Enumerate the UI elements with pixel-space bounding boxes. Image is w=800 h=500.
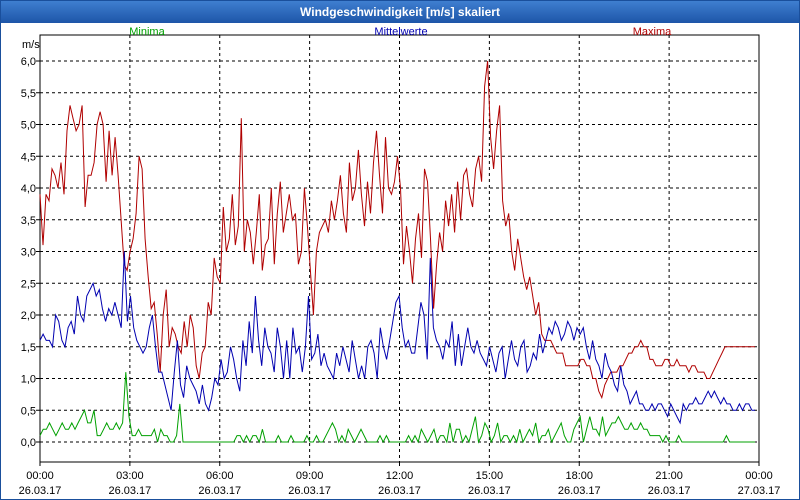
x-tick-date: 26.03.17: [19, 485, 62, 497]
x-tick-time: 09:00: [296, 470, 324, 482]
x-tick-date: 26.03.17: [648, 485, 691, 497]
y-tick-label: 1,0: [21, 374, 36, 386]
y-axis-ticks: 0,0 0,5 1,0 1,5 2,0 2,5 3,0 3,5 4,0 4,5 5,0 5,5 6,0: [21, 56, 40, 449]
x-axis-ticks: 00:00 26.03.17 03:00 26.03.17 06:00 26.03.17 0…: [19, 462, 781, 497]
legend-minima: Minima: [129, 26, 165, 38]
y-tick-label: 5,0: [21, 120, 36, 132]
x-tick-time: 00:00: [745, 470, 773, 482]
x-tick-time: 03:00: [116, 470, 144, 482]
y-tick-label: 3,5: [21, 215, 36, 227]
x-tick-time: 00:00: [26, 470, 54, 482]
x-tick-date: 26.03.17: [468, 485, 511, 497]
x-tick-date: 26.03.17: [378, 485, 421, 497]
x-tick-time: 06:00: [206, 470, 234, 482]
series-lines: [39, 60, 755, 444]
x-tick-time: 21:00: [655, 470, 683, 482]
legend-maxima: Maxima: [633, 26, 672, 38]
x-tick-date: 26.03.17: [198, 485, 241, 497]
series-line-maxima: [39, 60, 755, 400]
x-tick-date: 27.03.17: [738, 485, 781, 497]
x-tick-date: 26.03.17: [108, 485, 151, 497]
y-tick-label: 2,0: [21, 310, 36, 322]
grid-lines: [40, 35, 759, 462]
chart-title: Windgeschwindigkeit [m/s] skaliert: [1, 1, 799, 23]
y-tick-label: 4,0: [21, 183, 36, 195]
legend: Minima Mittelwerte Maxima: [129, 26, 672, 38]
x-tick-date: 26.03.17: [558, 485, 601, 497]
y-tick-label: 5,5: [21, 88, 36, 100]
y-tick-label: 4,5: [21, 151, 36, 163]
y-tick-label: 1,5: [21, 342, 36, 354]
x-tick-time: 18:00: [565, 470, 593, 482]
x-tick-time: 15:00: [476, 470, 504, 482]
y-tick-label: 3,0: [21, 247, 36, 259]
y-axis-unit: m/s: [22, 39, 40, 51]
legend-mittelwerte: Mittelwerte: [374, 26, 427, 38]
x-tick-date: 26.03.17: [288, 485, 331, 497]
y-tick-label: 2,5: [21, 278, 36, 290]
series-line-mittelwerte: [39, 251, 755, 425]
series-line-minima: [39, 372, 755, 444]
y-tick-label: 6,0: [21, 56, 36, 68]
y-tick-label: 0,5: [21, 405, 36, 417]
x-tick-time: 12:00: [386, 470, 414, 482]
y-tick-label: 0,0: [21, 437, 36, 449]
